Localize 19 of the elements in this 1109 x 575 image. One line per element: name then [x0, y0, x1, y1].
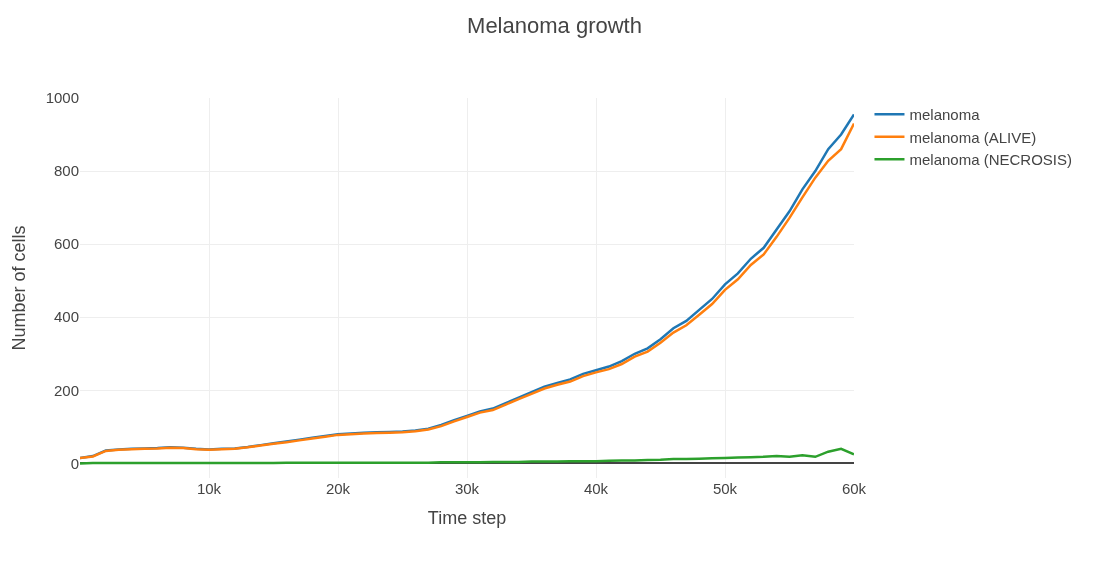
- x-tick-label: 50k: [712, 480, 738, 497]
- x-tick-label: 40k: [583, 480, 609, 497]
- y-tick-label: 600: [53, 235, 79, 253]
- y-tick-label: 400: [53, 308, 79, 326]
- line-series: [80, 447, 854, 465]
- y-tick-label: 0: [70, 454, 79, 472]
- x-tick-label: 20k: [325, 480, 351, 497]
- legend-label: melanoma (ALIVE): [909, 128, 1037, 146]
- y-axis-title: Number of cells: [8, 225, 29, 351]
- y-tick-label: 200: [53, 381, 79, 399]
- x-tick-label: 10k: [196, 480, 222, 497]
- legend-label: melanoma: [909, 106, 981, 124]
- y-tick-label: 800: [53, 162, 79, 180]
- y-tick-label: 1000: [45, 89, 79, 107]
- x-axis-title: Time step: [427, 508, 507, 529]
- x-tick-label: 30k: [454, 480, 480, 497]
- legend-label: melanoma (NECROSIS): [909, 151, 1073, 169]
- chart-title: Melanoma growth: [467, 12, 642, 38]
- x-tick-label: 60k: [841, 480, 867, 497]
